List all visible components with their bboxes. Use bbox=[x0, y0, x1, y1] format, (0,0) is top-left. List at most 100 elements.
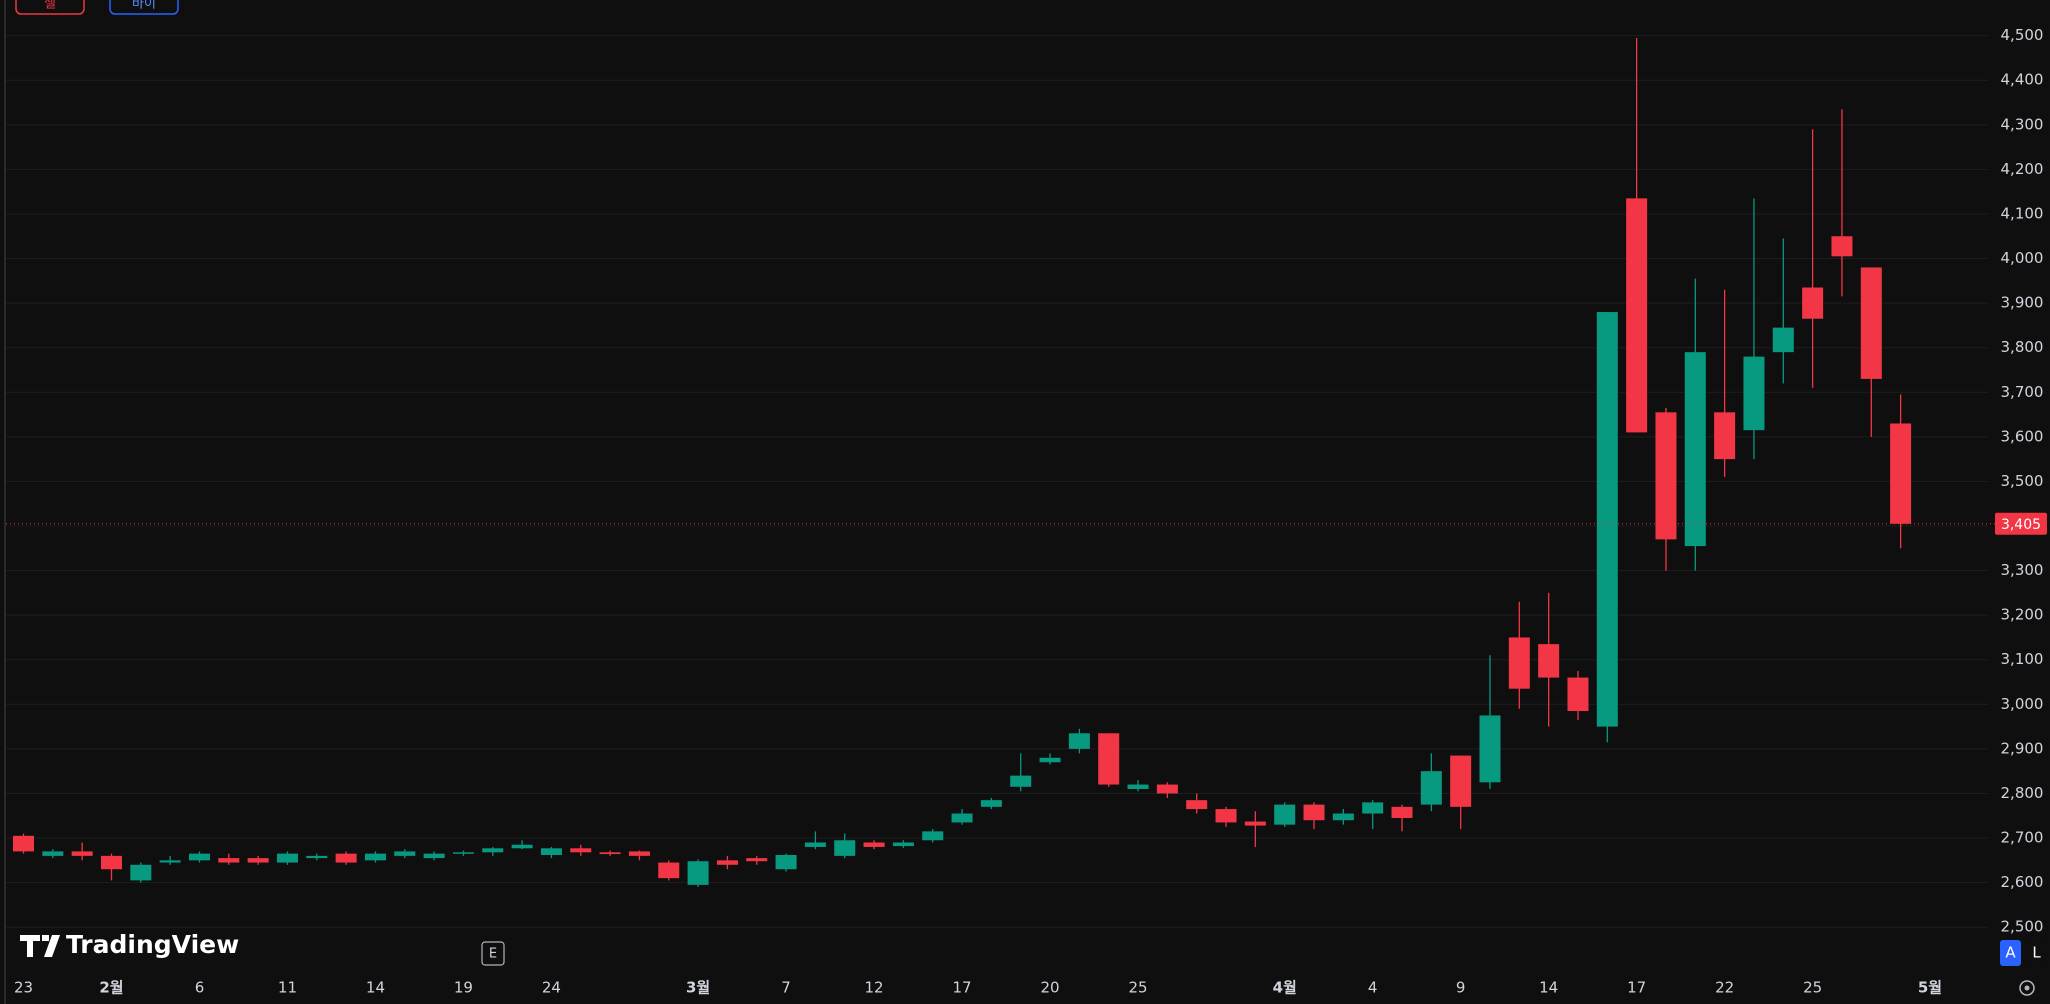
candle-body bbox=[687, 861, 709, 885]
x-tick-label: 7 bbox=[781, 979, 791, 997]
candle-body bbox=[540, 848, 562, 855]
x-tick-label: 11 bbox=[278, 979, 297, 997]
candle-body bbox=[658, 862, 680, 879]
x-tick-label: 25 bbox=[1803, 979, 1822, 997]
candle-body bbox=[159, 860, 181, 863]
x-tick-label: 4월 bbox=[1273, 979, 1297, 997]
candle-body bbox=[394, 851, 416, 856]
y-tick-label: 3,600 bbox=[2001, 427, 2044, 445]
x-tick-label: 17 bbox=[953, 979, 972, 997]
candle-body bbox=[1098, 733, 1120, 785]
y-tick-label: 3,000 bbox=[2001, 695, 2044, 713]
auto-scale-label: A bbox=[2005, 944, 2016, 962]
candle-body bbox=[951, 813, 973, 823]
candle-body bbox=[247, 858, 269, 863]
y-tick-label: 3,900 bbox=[2001, 294, 2044, 312]
candle-body bbox=[1420, 771, 1442, 805]
candle-body bbox=[1626, 198, 1648, 433]
candle-body bbox=[716, 860, 738, 865]
event-marker[interactable] bbox=[481, 941, 505, 966]
y-tick-label: 4,400 bbox=[2001, 71, 2044, 89]
candle-body bbox=[892, 842, 914, 847]
candle-body bbox=[804, 842, 826, 847]
x-tick-label: 20 bbox=[1041, 979, 1060, 997]
logo-icon bbox=[20, 935, 60, 957]
candle-body bbox=[1039, 757, 1061, 763]
x-tick-label: 5월 bbox=[1918, 979, 1942, 997]
candle-body bbox=[1655, 412, 1677, 540]
candle-body bbox=[42, 851, 64, 856]
y-tick-label: 3,700 bbox=[2001, 383, 2044, 401]
x-tick-label: 23 bbox=[14, 979, 33, 997]
candle-body bbox=[364, 853, 386, 861]
candle-body bbox=[1684, 352, 1706, 547]
candle-body bbox=[100, 855, 122, 870]
candle-body bbox=[218, 858, 240, 863]
y-tick-label: 4,300 bbox=[2001, 115, 2044, 133]
y-tick-label: 2,600 bbox=[2001, 873, 2044, 891]
y-tick-label: 2,700 bbox=[2001, 829, 2044, 847]
candle-body bbox=[1567, 677, 1589, 711]
y-tick-label: 3,500 bbox=[2001, 472, 2044, 490]
x-tick-label: 3월 bbox=[686, 979, 710, 997]
y-tick-label: 4,000 bbox=[2001, 249, 2044, 267]
log-scale-label: L bbox=[2032, 944, 2041, 962]
candle-body bbox=[1332, 813, 1354, 821]
event-marker-label: E bbox=[489, 947, 497, 962]
candle-body bbox=[1010, 775, 1032, 787]
candle-body bbox=[1743, 356, 1765, 431]
candle-body bbox=[71, 851, 93, 856]
logo-text: TradingView bbox=[66, 930, 239, 959]
candle-body bbox=[1860, 267, 1882, 379]
candle-body bbox=[276, 853, 298, 863]
candle-body bbox=[628, 851, 650, 856]
candle-body bbox=[1772, 327, 1794, 353]
settings-icon[interactable] bbox=[2019, 980, 2035, 996]
y-tick-label: 2,900 bbox=[2001, 739, 2044, 757]
candle-body bbox=[1127, 784, 1149, 790]
sell-button-label: 셀 bbox=[44, 0, 56, 12]
y-tick-label: 3,200 bbox=[2001, 606, 2044, 624]
candle-body bbox=[188, 853, 210, 861]
candle-body bbox=[1450, 755, 1472, 807]
candle-body bbox=[1274, 804, 1296, 825]
candle-body bbox=[599, 852, 621, 855]
auto-scale-button[interactable] bbox=[2000, 940, 2021, 966]
candle-body bbox=[1244, 821, 1266, 826]
candle-body bbox=[922, 831, 944, 841]
x-tick-label: 17 bbox=[1627, 979, 1646, 997]
y-tick-label: 2,500 bbox=[2001, 918, 2044, 936]
log-scale-button[interactable] bbox=[2026, 940, 2047, 966]
y-tick-label: 3,800 bbox=[2001, 338, 2044, 356]
candle-body bbox=[423, 853, 445, 859]
candle-body bbox=[482, 848, 504, 853]
candle-body bbox=[130, 864, 152, 881]
y-tick-label: 3,100 bbox=[2001, 650, 2044, 668]
x-tick-label: 24 bbox=[542, 979, 561, 997]
x-tick-label: 6 bbox=[195, 979, 205, 997]
candle-body bbox=[1596, 312, 1618, 727]
buy-button-label: 바이 bbox=[132, 0, 156, 12]
settings-icon-dot bbox=[2024, 985, 2030, 991]
x-tick-label: 12 bbox=[865, 979, 884, 997]
candle-body bbox=[775, 854, 797, 870]
x-tick-label: 2월 bbox=[99, 979, 123, 997]
candle-body bbox=[13, 835, 34, 852]
candle-body bbox=[1831, 236, 1853, 257]
x-tick-label: 19 bbox=[454, 979, 473, 997]
candle-body bbox=[1802, 287, 1824, 319]
x-tick-label: 14 bbox=[1539, 979, 1558, 997]
candle-body bbox=[452, 852, 474, 854]
price-label: 3,405 bbox=[2001, 517, 2041, 533]
candle-body bbox=[1890, 423, 1912, 524]
candle-body bbox=[335, 853, 357, 863]
y-tick-label: 3,300 bbox=[2001, 561, 2044, 579]
y-tick-label: 2,800 bbox=[2001, 784, 2044, 802]
sell-button[interactable] bbox=[15, 0, 85, 15]
x-tick-label: 22 bbox=[1715, 979, 1734, 997]
candle-body bbox=[1714, 412, 1736, 460]
buy-button[interactable] bbox=[109, 0, 179, 15]
candle-body bbox=[1479, 715, 1501, 783]
